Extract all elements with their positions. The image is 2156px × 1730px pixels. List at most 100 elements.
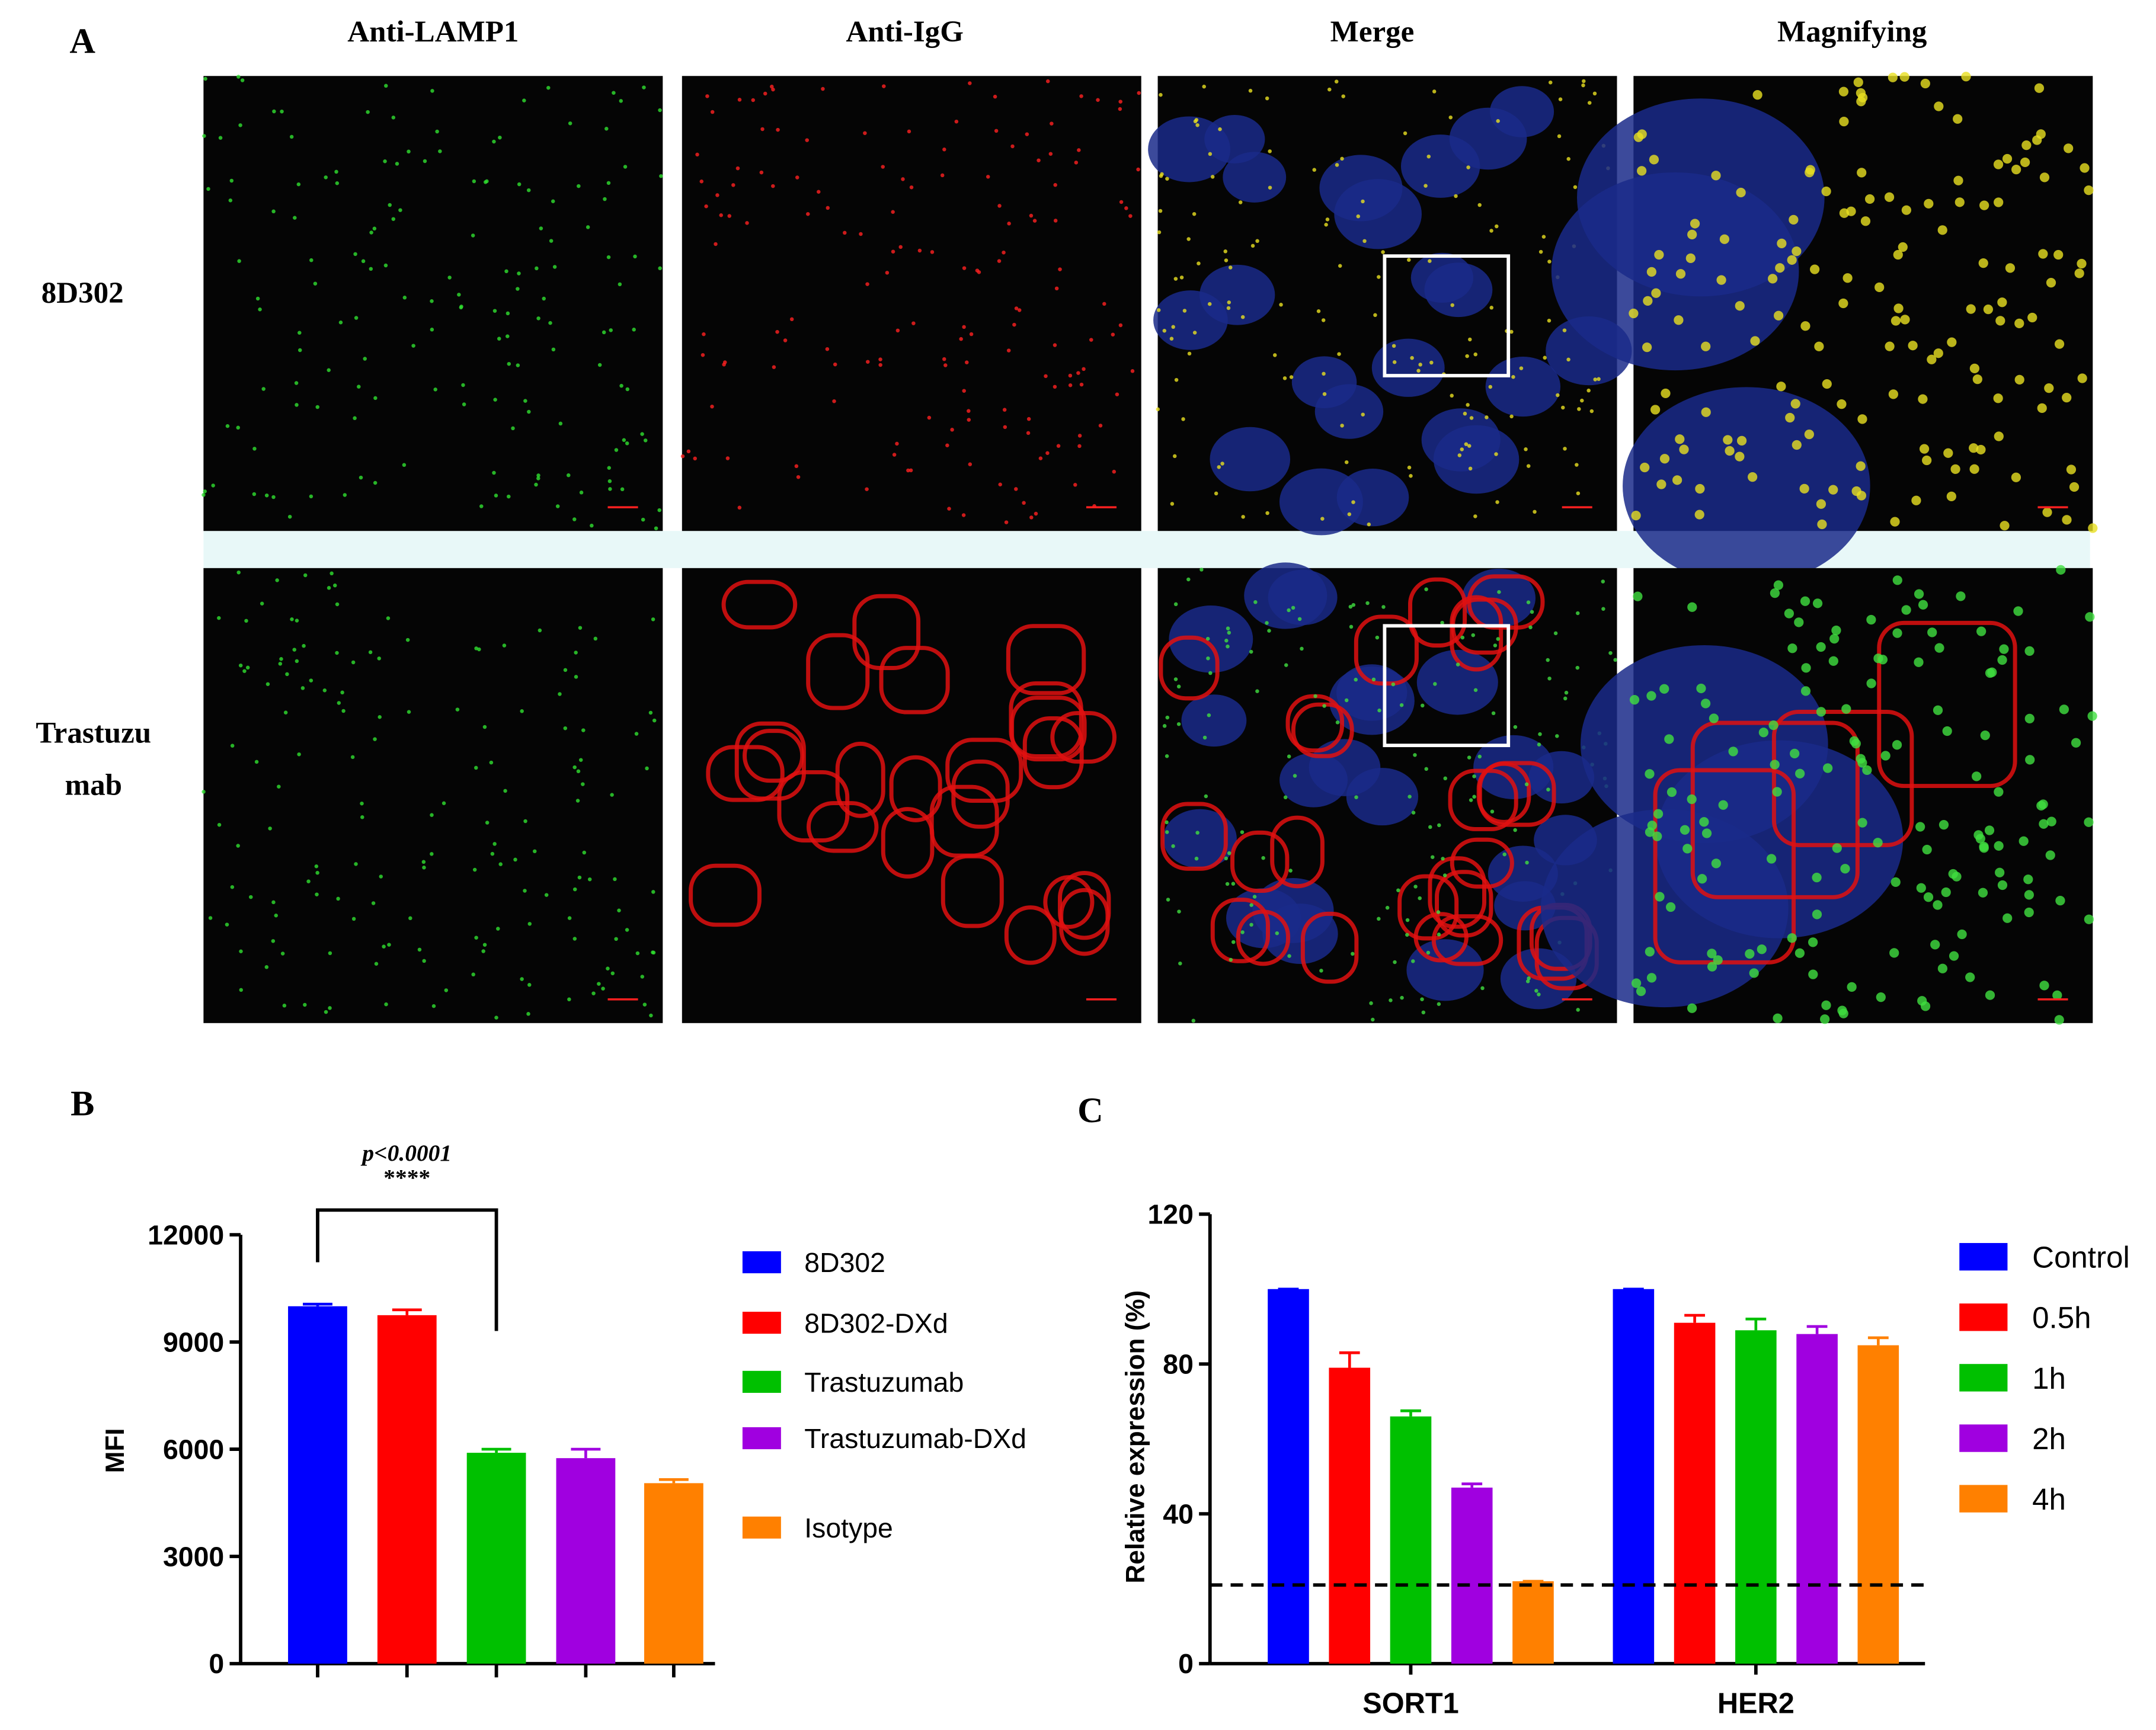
puncta (274, 914, 278, 918)
puncta (1265, 621, 1269, 625)
puncta (1442, 873, 1447, 877)
legend-label: Trastuzumab (804, 1367, 964, 1398)
membrane (1300, 911, 1359, 984)
puncta (1165, 715, 1170, 720)
puncta (826, 206, 830, 210)
puncta (2025, 755, 2035, 765)
puncta (1174, 377, 1179, 382)
puncta (602, 330, 606, 335)
puncta (719, 213, 723, 217)
legend-label: 8D302-DXd (804, 1308, 948, 1338)
puncta (2042, 507, 2052, 517)
puncta (1817, 519, 1827, 530)
puncta (1437, 933, 1441, 937)
puncta (582, 850, 587, 855)
puncta (1012, 322, 1016, 327)
puncta (1873, 653, 1883, 664)
puncta (1488, 385, 1493, 389)
puncta (315, 405, 319, 409)
puncta (1640, 462, 1650, 473)
puncta (1526, 600, 1531, 604)
puncta (1892, 740, 1902, 750)
puncta (2084, 817, 2094, 827)
puncta (1823, 763, 1833, 773)
puncta (1972, 771, 1982, 781)
bar (1390, 1416, 1432, 1664)
puncta (302, 643, 306, 648)
puncta (2062, 515, 2072, 525)
puncta (360, 815, 364, 819)
puncta (1192, 212, 1197, 216)
puncta (1701, 828, 1712, 838)
puncta (2074, 268, 2084, 278)
puncta (1633, 132, 1643, 142)
puncta (217, 616, 221, 620)
puncta (353, 252, 357, 257)
puncta (771, 184, 775, 188)
puncta (2023, 874, 2033, 885)
puncta (610, 793, 614, 797)
membrane (743, 729, 805, 783)
puncta (1224, 639, 1229, 643)
nucleus (1494, 881, 1556, 931)
bar (288, 1306, 347, 1664)
puncta (1137, 91, 1141, 95)
puncta (906, 468, 910, 473)
puncta (459, 305, 463, 309)
puncta (1713, 955, 1723, 965)
puncta (1252, 895, 1257, 899)
y-tick-label: 9000 (163, 1327, 224, 1357)
puncta (911, 321, 916, 325)
legend-label: 8D302 (804, 1247, 885, 1278)
puncta (1942, 726, 1952, 736)
puncta (863, 131, 867, 135)
puncta (338, 320, 343, 325)
puncta (967, 409, 971, 413)
puncta (1494, 452, 1498, 456)
nucleus (1153, 290, 1228, 350)
puncta (1547, 676, 1552, 681)
puncta (1922, 844, 1932, 855)
puncta (407, 149, 411, 154)
puncta (503, 789, 507, 793)
puncta (1079, 382, 1084, 387)
puncta (891, 210, 895, 214)
puncta (332, 583, 337, 588)
puncta (1335, 720, 1340, 725)
puncta (1191, 1018, 1196, 1023)
puncta (1995, 867, 2005, 877)
puncta (551, 347, 556, 352)
puncta (1524, 447, 1528, 451)
nucleus (1371, 338, 1445, 397)
puncta (2024, 713, 2035, 723)
puncta (1860, 216, 1871, 226)
puncta (1228, 265, 1233, 270)
puncta (1297, 617, 1302, 621)
puncta (335, 181, 340, 185)
puncta (511, 426, 515, 431)
puncta (298, 331, 302, 335)
puncta (997, 259, 1002, 263)
membrane (1004, 905, 1057, 965)
puncta (1202, 84, 1206, 89)
puncta (1997, 655, 2007, 665)
puncta (625, 928, 629, 932)
puncta (542, 296, 546, 301)
puncta (998, 482, 1002, 487)
puncta (574, 651, 578, 655)
nucleus (1204, 115, 1265, 164)
puncta (1457, 453, 1462, 457)
puncta (481, 949, 485, 953)
puncta (1770, 588, 1780, 598)
puncta (1735, 451, 1745, 462)
puncta (1800, 596, 1810, 606)
puncta (2087, 711, 2097, 721)
puncta (2069, 482, 2080, 492)
puncta (1601, 607, 1605, 611)
puncta (572, 765, 577, 770)
puncta (865, 282, 869, 286)
puncta (1687, 1003, 1697, 1013)
puncta (2037, 403, 2047, 414)
puncta (1288, 869, 1293, 873)
puncta (695, 152, 699, 157)
